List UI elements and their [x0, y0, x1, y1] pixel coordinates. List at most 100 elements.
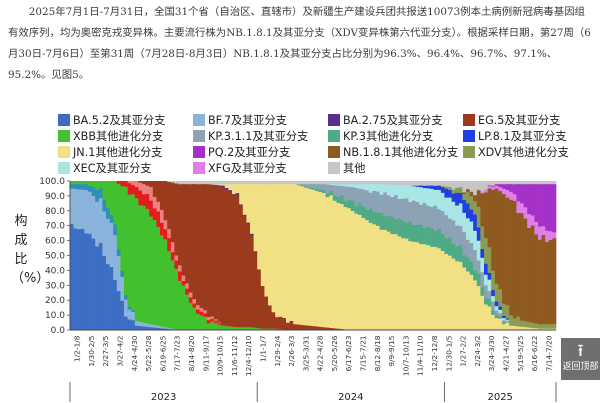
- bar-segment: [354, 205, 359, 214]
- bar-segment: [480, 295, 485, 331]
- arrow-up-icon: ⭱: [577, 341, 584, 361]
- bar-segment: [480, 193, 485, 227]
- legend-item: XEC及其亚分支: [58, 160, 193, 175]
- bar-segment: [188, 292, 193, 298]
- bar-segment: [386, 181, 391, 185]
- bar-segment: [203, 310, 208, 314]
- bar-segment: [404, 181, 409, 186]
- bar-segment: [408, 201, 413, 222]
- bar-segment: [541, 184, 546, 227]
- bar-segment: [394, 181, 398, 186]
- bar-segment: [152, 327, 157, 331]
- x-tick-label: 7/17-7/23: [173, 335, 182, 371]
- bar-segment: [451, 258, 456, 331]
- bar-segment: [174, 183, 179, 256]
- x-tick-label: 11/4-11/10: [416, 335, 425, 376]
- bar-segment: [437, 181, 442, 186]
- bar-segment: [138, 182, 143, 191]
- bar-segment: [217, 181, 222, 185]
- bar-segment: [296, 184, 301, 186]
- bar-segment: [354, 213, 359, 331]
- bar-segment: [106, 181, 110, 208]
- legend-label: XFG及其亚分支: [208, 161, 287, 175]
- bar-segment: [203, 183, 208, 311]
- bar-segment: [145, 208, 150, 324]
- bar-segment: [311, 325, 316, 331]
- bar-segment: [80, 228, 85, 331]
- bar-segment: [372, 190, 377, 212]
- bar-segment: [77, 184, 82, 190]
- bar-segment: [448, 197, 452, 219]
- bar-segment: [383, 215, 388, 230]
- bar-segment: [228, 184, 233, 191]
- bar-segment: [401, 238, 406, 331]
- bar-segment: [512, 181, 517, 185]
- bar-segment: [242, 327, 247, 331]
- bar-segment: [210, 183, 215, 185]
- bar-segment: [484, 237, 488, 264]
- bar-segment: [289, 181, 294, 185]
- bar-segment: [440, 185, 445, 188]
- bar-segment: [383, 181, 388, 185]
- bar-segment: [314, 190, 319, 327]
- bar-segment: [188, 302, 193, 331]
- x-tick-label: 3/25-3/31: [301, 335, 310, 371]
- bar-segment: [476, 240, 481, 261]
- bar-segment: [210, 318, 215, 322]
- bar-segment: [422, 181, 427, 186]
- bar-segment: [174, 181, 179, 184]
- bar-segment: [469, 191, 474, 197]
- bar-segment: [455, 261, 460, 331]
- bar-segment: [181, 275, 186, 282]
- bar-segment: [239, 204, 244, 206]
- bar-segment: [487, 306, 492, 331]
- bar-segment: [300, 183, 305, 186]
- bar-segment: [394, 184, 398, 196]
- bar-segment: [221, 324, 226, 326]
- bar-segment: [91, 181, 96, 188]
- bar-segment: [109, 181, 114, 215]
- bar-segment: [516, 316, 521, 327]
- bar-segment: [368, 183, 373, 193]
- bar-segment: [473, 181, 478, 196]
- bar-segment: [376, 191, 380, 213]
- bar-segment: [224, 181, 229, 185]
- bar-segment: [368, 208, 373, 224]
- bar-segment: [167, 228, 172, 239]
- bar-segment: [491, 181, 496, 186]
- bar-segment: [426, 226, 431, 246]
- bar-segment: [476, 273, 481, 287]
- bar-segment: [548, 181, 553, 185]
- bar-segment: [206, 323, 211, 331]
- bar-segment: [113, 279, 118, 331]
- legend-item: BA.2.75及其亚分支: [328, 112, 463, 127]
- bar-segment: [239, 183, 244, 205]
- bar-segment: [102, 199, 107, 212]
- x-tick-label: 4/22-4/28: [316, 335, 325, 371]
- y-tick-label: 100.0: [39, 177, 65, 187]
- bar-segment: [253, 252, 258, 328]
- bar-segment: [185, 294, 190, 331]
- bar-segment: [199, 183, 204, 308]
- bar-segment: [350, 181, 355, 185]
- x-tick-label: 10/9-10/15: [216, 335, 225, 376]
- bar-segment: [138, 205, 143, 323]
- bar-segment: [376, 212, 380, 226]
- bar-segment: [156, 181, 161, 202]
- bar-segment: [372, 184, 377, 191]
- back-to-top-button[interactable]: ⭱ 返回顶部: [561, 338, 600, 380]
- bar-segment: [440, 233, 445, 252]
- bar-segment: [95, 201, 100, 247]
- bar-segment: [131, 320, 136, 331]
- bar-segment: [178, 181, 182, 185]
- bar-segment: [235, 181, 240, 185]
- bar-segment: [304, 325, 308, 331]
- bar-segment: [124, 186, 128, 296]
- bar-segment: [462, 231, 467, 256]
- bar-segment: [192, 183, 197, 300]
- bar-segment: [318, 183, 323, 190]
- bar-segment: [224, 189, 229, 325]
- bar-segment: [433, 181, 438, 186]
- y-tick-label: 0.0: [51, 326, 66, 336]
- legend-label: BF.7及其亚分支: [208, 113, 287, 127]
